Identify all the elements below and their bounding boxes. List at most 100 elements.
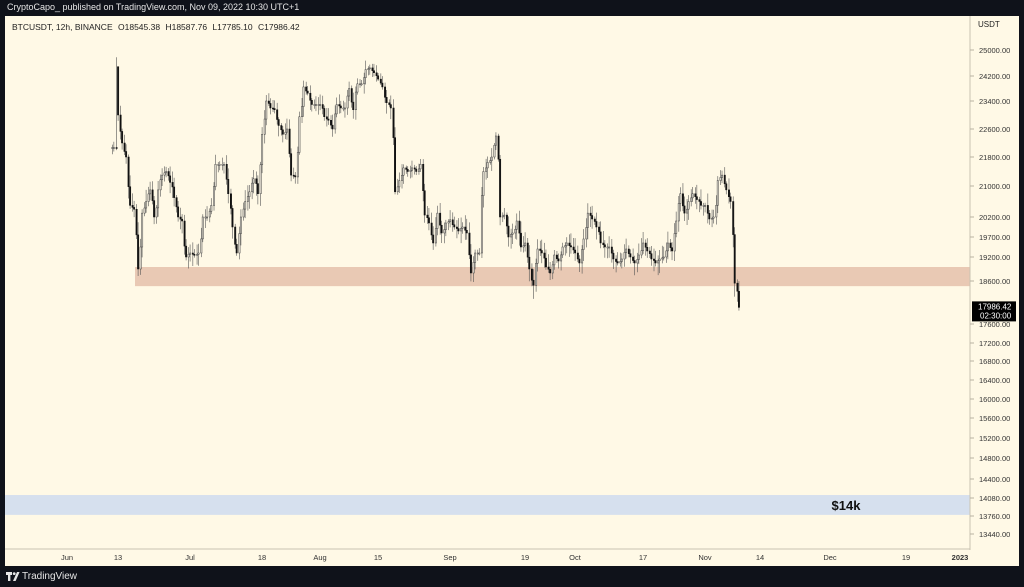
x-tick-label: Oct (569, 553, 582, 562)
candle-body (292, 174, 295, 177)
candle-body (687, 201, 690, 210)
candle-body (214, 164, 217, 187)
candle-body (677, 203, 680, 222)
candle-body (568, 242, 571, 246)
candle-body (595, 221, 598, 228)
candle-body (576, 252, 579, 260)
candle-body (619, 261, 622, 264)
candle-body (261, 134, 264, 166)
candle-body (135, 209, 138, 236)
candle-body (181, 218, 184, 222)
candle-body (175, 197, 178, 208)
candle-body (248, 191, 251, 197)
candle-body (665, 250, 668, 258)
candle-body (267, 100, 270, 104)
candle-body (256, 183, 259, 195)
candle-body (620, 258, 623, 262)
x-axis-ticks: Jun 13 Jul 18 Aug 15 Sep 19 Oct 17 Nov 14 Dec 19 2023 (61, 553, 968, 562)
candle-body (272, 107, 274, 110)
y-tick-label: 13760.00 (979, 512, 1010, 521)
candle-body (526, 242, 529, 258)
candle-body (494, 135, 497, 146)
candle-body (485, 167, 488, 172)
candle-body (201, 216, 204, 240)
candle-body (690, 197, 693, 202)
candle-body (157, 189, 160, 209)
candle-body (733, 234, 736, 284)
candle-body (468, 232, 471, 256)
candle-body (493, 144, 496, 158)
candle-body (623, 252, 626, 260)
candle-body (679, 193, 682, 204)
y-tick-label: 17600.00 (979, 320, 1010, 329)
candle-body (564, 245, 567, 248)
candle-body (543, 252, 546, 259)
candle-body (640, 250, 643, 256)
candle-body (125, 151, 128, 158)
candle-body (317, 104, 320, 106)
y-tick-label: 19200.00 (979, 253, 1010, 262)
candle-body (371, 67, 374, 71)
candle-body (342, 107, 345, 110)
candle-body (461, 226, 464, 229)
candle-body (582, 238, 585, 250)
candle-body (321, 104, 324, 109)
candle-body (535, 263, 538, 286)
candle-body (423, 190, 426, 216)
target-zone (5, 495, 970, 515)
symbol-line: BTCUSDT, 12h, BINANCE (12, 22, 113, 32)
candle-body (183, 220, 186, 247)
candle-body (700, 201, 702, 206)
candle-body (589, 212, 592, 216)
y-tick-label: 24200.00 (979, 72, 1010, 81)
candle-body (422, 164, 425, 191)
candle-body (394, 137, 396, 193)
candle-body (675, 220, 678, 234)
x-tick-label: 18 (258, 553, 266, 562)
candle-body (123, 142, 126, 152)
candle-body (145, 201, 148, 209)
candle-body (464, 226, 467, 231)
candle-body (544, 257, 547, 268)
candle-body (627, 248, 630, 254)
candle-body (115, 147, 118, 149)
candle-body (348, 88, 351, 97)
candle-body (294, 175, 297, 178)
candle-body (430, 222, 433, 236)
candle-body (642, 242, 645, 251)
candle-body (301, 106, 303, 118)
candle-body (486, 162, 489, 169)
candle-body (490, 156, 493, 161)
candle-body (251, 182, 254, 193)
candle-body (193, 254, 196, 256)
candle-body (235, 244, 238, 254)
candle-body (281, 129, 284, 135)
candle-body (472, 262, 475, 274)
candle-body (666, 242, 669, 252)
candle-body (288, 128, 291, 154)
tradingview-brand: TradingView (22, 571, 78, 582)
candle-body (238, 233, 241, 254)
candle-body (392, 107, 395, 138)
candle-body (616, 261, 619, 264)
candle-body (708, 213, 711, 220)
publish-info: CryptoCapo_ published on TradingView.com… (7, 2, 300, 12)
x-tick-label: 15 (374, 553, 382, 562)
candle-body (706, 205, 709, 214)
candle-body (489, 160, 492, 163)
candle-body (221, 164, 224, 166)
candle-body (165, 171, 168, 174)
candle-body (319, 104, 322, 106)
candle-body (161, 174, 164, 180)
candle-body (478, 252, 481, 255)
candle-body (686, 208, 689, 214)
candle-body (227, 179, 230, 194)
candle-body (539, 248, 542, 251)
candle-body (137, 234, 140, 270)
candle-body (306, 90, 309, 94)
current-price-tag (972, 301, 1016, 322)
candle-body (612, 252, 615, 260)
candle-body (574, 249, 577, 254)
candle-body (661, 257, 664, 260)
